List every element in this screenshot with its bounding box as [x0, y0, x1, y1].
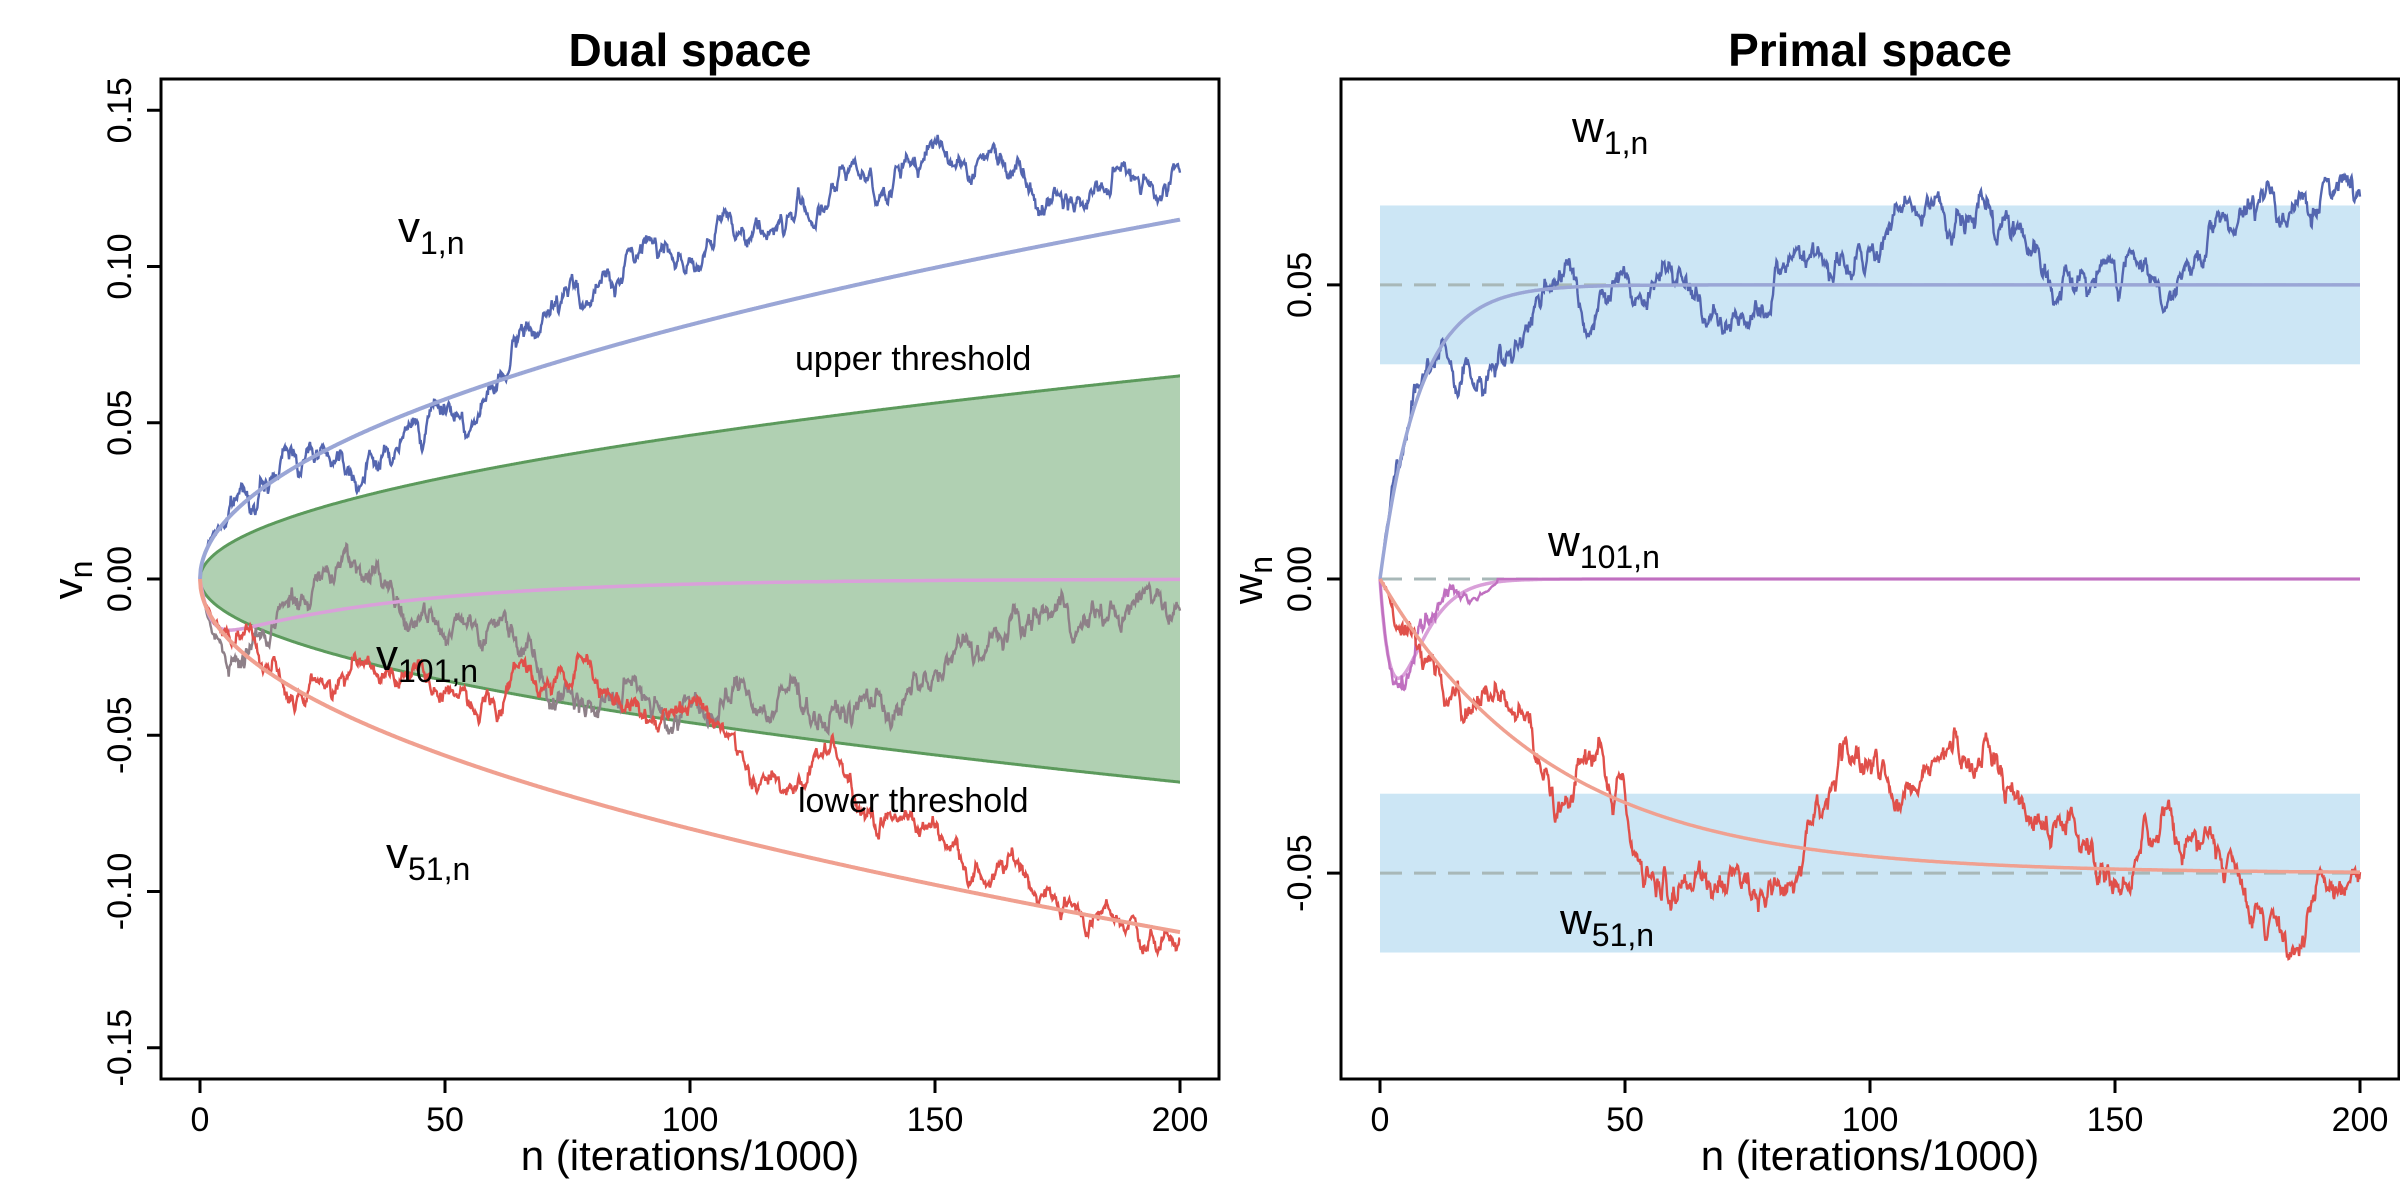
primal-x-tick-label: 50 [1606, 1101, 1644, 1139]
series-v51-path [198, 578, 1181, 959]
primal-y-tick-label: 0.00 [1281, 546, 1319, 612]
dual-y-tick-label: 0.00 [101, 546, 139, 612]
primal-x-tick-label: 150 [2087, 1101, 2144, 1139]
series-v1-trend [198, 217, 1181, 580]
primal-panel-title: Primal space [1728, 24, 2012, 76]
label-v101-sub: 101,n [398, 653, 478, 689]
series-w51-path [1378, 578, 2362, 961]
series-w1-trend [1378, 283, 2360, 580]
label-w101: w101,n [1547, 517, 1660, 575]
primal-space-panel: Primal space 0 50 100 150 200 -0.050.000.05 … [1224, 24, 2400, 1179]
dual-y-tick-label: 0.05 [101, 390, 139, 456]
label-w51: w51,n [1559, 895, 1654, 953]
primal-y-axis-label: wn [1224, 556, 1279, 605]
primal-x-tick-label: 0 [1371, 1101, 1390, 1139]
dual-space-panel: Dual space 0 50 100 150 200 -0.15 -0.10 -0.05 0… [44, 24, 1221, 1179]
upper-threshold-curve [198, 374, 1180, 580]
label-w1-sub: 1,n [1604, 125, 1648, 161]
primal-y-tick-label: 0.05 [1281, 252, 1319, 318]
series-w51-trend [1378, 578, 2360, 874]
primal-x-tick-label: 100 [1842, 1101, 1899, 1139]
label-w101-main: w [1547, 517, 1580, 566]
dual-y-tick-label: -0.10 [101, 853, 139, 931]
series-w101-trend [1378, 577, 2360, 681]
label-v1-main: v [398, 203, 420, 252]
series-v51-trend [198, 578, 1181, 935]
series-v1-path [198, 134, 1182, 580]
series-w101-path [1378, 577, 2360, 692]
label-v51-main: v [386, 829, 408, 878]
dual-x-tick-label: 0 [191, 1101, 210, 1139]
label-w101-sub: 101,n [1580, 539, 1660, 575]
dual-y-axis-label-sub: n [63, 561, 99, 579]
primal-y-axis-label-main: w [1224, 573, 1271, 605]
dual-y-tick-label: -0.15 [101, 1009, 139, 1087]
dual-y-tick-label: 0.15 [101, 77, 139, 143]
label-w51-sub: 51,n [1592, 917, 1654, 953]
label-w1: w1,n [1571, 103, 1648, 161]
dual-y-tick-label: -0.05 [101, 697, 139, 775]
upper-threshold-label: upper threshold [795, 340, 1031, 378]
lower-threshold-label: lower threshold [798, 782, 1029, 820]
label-w51-main: w [1559, 895, 1592, 944]
label-v1: v1,n [398, 203, 464, 261]
dual-panel-title: Dual space [569, 24, 812, 76]
label-w1-main: w [1571, 103, 1604, 152]
label-v51-sub: 51,n [408, 851, 470, 887]
dual-x-axis-label: n (iterations/1000) [521, 1132, 860, 1179]
dual-y-tick-label: 0.10 [101, 233, 139, 299]
label-v1-sub: 1,n [420, 225, 464, 261]
dual-x-tick-label: 150 [907, 1101, 964, 1139]
dual-y-axis-label-main: v [44, 578, 91, 599]
primal-y-axis-label-sub: n [1243, 556, 1279, 574]
label-v101: v101,n [376, 631, 478, 689]
dual-x-tick-label: 100 [662, 1101, 719, 1139]
primal-x-axis-label: n (iterations/1000) [1701, 1132, 2040, 1179]
series-v101-trend [198, 577, 1180, 632]
dual-x-tick-label: 200 [1152, 1101, 1209, 1139]
primal-y-tick-label: -0.05 [1281, 834, 1319, 912]
primal-x-tick-label: 200 [2332, 1101, 2389, 1139]
dual-y-axis-label: vn [44, 561, 99, 600]
dual-x-tick-label: 50 [426, 1101, 464, 1139]
label-v101-main: v [376, 631, 398, 680]
label-v51: v51,n [386, 829, 470, 887]
